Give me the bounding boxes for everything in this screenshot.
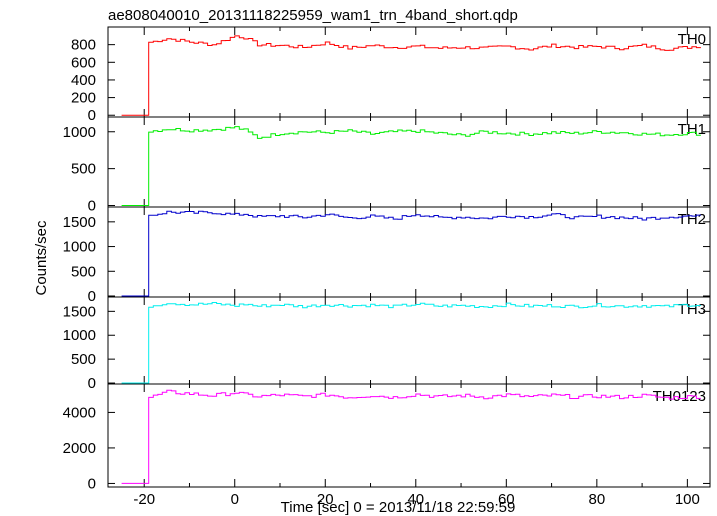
panel-label: TH0	[678, 31, 706, 48]
panel-label: TH0123	[653, 388, 706, 405]
x-axis-label: Time [sec] 0 = 2013/11/18 22:59:59	[281, 499, 516, 516]
y-tick-label: 1000	[63, 327, 96, 344]
y-tick-label: 0	[88, 375, 96, 392]
y-tick-label: 500	[71, 351, 96, 368]
x-tick-label: 60	[498, 491, 515, 508]
y-axis-label: Counts/sec	[33, 220, 50, 296]
panel-label: TH3	[678, 301, 706, 318]
series-th3	[121, 302, 701, 384]
panel-th2: 0 500 1000 1500 TH2	[63, 206, 711, 305]
y-tick-label: 4000	[63, 404, 96, 421]
y-tick-label: 200	[71, 90, 96, 107]
panel-label: TH2	[678, 211, 706, 228]
x-tick-label: -20	[133, 491, 155, 508]
y-tick-label: 1500	[63, 214, 96, 231]
y-tick-label: 600	[71, 54, 96, 71]
y-tick-label: 2000	[63, 440, 96, 457]
panel-frame	[107, 26, 711, 118]
panel-th3: 0 500 1000 1500 TH3	[63, 296, 711, 392]
panel-th1: 0 500 1000 TH1	[63, 116, 711, 215]
panel-frame	[107, 206, 711, 298]
series-th0	[121, 35, 701, 116]
y-tick-label: 0	[88, 288, 96, 305]
y-tick-label: 0	[88, 198, 96, 215]
panel-frame	[107, 383, 711, 488]
series-th2	[121, 210, 701, 297]
y-tick-label: 0	[88, 475, 96, 492]
x-tick-label: 20	[317, 491, 334, 508]
panel-th0123: 0 2000 4000 TH0123	[63, 383, 711, 492]
y-tick-label: 1000	[63, 239, 96, 256]
chart-title: ae808040010_20131118225959_wam1_trn_4ban…	[108, 7, 518, 24]
y-tick-label: 1500	[63, 303, 96, 320]
x-tick-label: 100	[675, 491, 700, 508]
series-th0123	[121, 389, 701, 484]
y-tick-label: 0	[88, 107, 96, 124]
y-tick-label: 500	[71, 161, 96, 178]
x-tick-label: 80	[588, 491, 605, 508]
x-tick-label: 0	[231, 491, 239, 508]
panel-frame	[107, 296, 711, 385]
y-tick-label: 400	[71, 72, 96, 89]
y-tick-label: 1000	[63, 124, 96, 141]
y-tick-label: 500	[71, 263, 96, 280]
y-tick-label: 800	[71, 37, 96, 54]
panel-label: TH1	[678, 121, 706, 138]
series-th1	[121, 126, 701, 206]
x-tick-label: 40	[407, 491, 424, 508]
